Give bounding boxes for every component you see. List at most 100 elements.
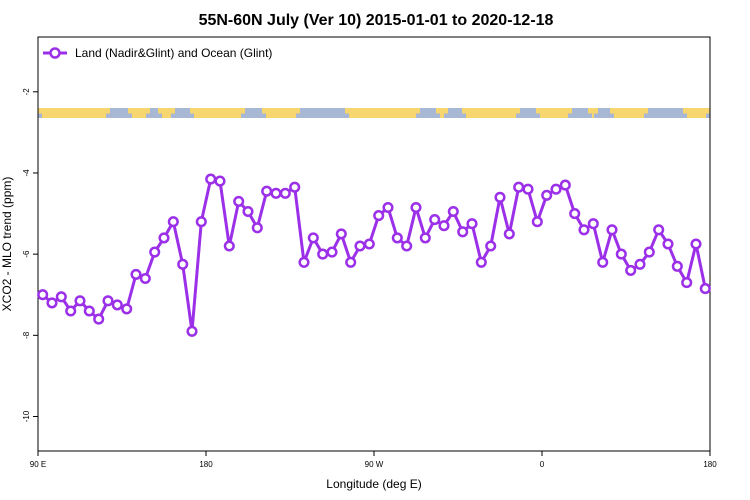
- data-point: [671, 260, 683, 272]
- data-point: [55, 291, 67, 303]
- data-point: [550, 183, 562, 195]
- data-point: [541, 189, 553, 201]
- map-land-segment: [592, 113, 594, 118]
- data-point: [587, 218, 599, 230]
- data-point: [37, 289, 49, 301]
- map-land-segment: [266, 113, 296, 118]
- data-point: [457, 226, 469, 238]
- data-point: [625, 264, 637, 276]
- data-point: [494, 191, 506, 203]
- map-land-segment: [462, 108, 520, 114]
- y-tick-label: -2: [22, 88, 31, 96]
- data-point: [606, 224, 618, 236]
- data-point: [307, 232, 319, 244]
- legend-marker-swatch: [49, 47, 61, 59]
- data-point: [382, 201, 394, 214]
- data-point: [522, 183, 534, 195]
- x-tick-label: 180: [199, 460, 213, 469]
- data-point: [233, 195, 245, 207]
- x-axis: 90 E 180 90 W 0 180: [30, 451, 717, 469]
- legend: Land (Nadir&Glint) and Ocean (Glint): [43, 46, 272, 60]
- series-layer: [37, 173, 711, 337]
- x-tick-label: 180: [703, 460, 717, 469]
- data-point: [121, 303, 133, 315]
- legend-entry-label: Land (Nadir&Glint) and Ocean (Glint): [75, 46, 272, 60]
- map-land-segment: [194, 113, 241, 118]
- land-ocean-map-strip: [38, 108, 710, 118]
- data-point: [279, 187, 291, 199]
- data-point: [503, 228, 515, 240]
- y-tick-label: -6: [22, 250, 31, 258]
- data-point: [513, 181, 525, 193]
- map-land-segment: [349, 113, 416, 118]
- data-point: [354, 240, 366, 252]
- data-point: [690, 238, 702, 250]
- data-point: [410, 201, 422, 214]
- map-land-segment: [345, 108, 420, 114]
- data-point: [74, 295, 86, 307]
- data-point: [139, 272, 151, 285]
- y-tick-label: -10: [22, 410, 31, 422]
- data-point: [195, 216, 207, 228]
- data-point: [102, 295, 114, 307]
- data-point: [559, 179, 571, 191]
- data-point: [345, 256, 357, 268]
- data-point: [419, 232, 431, 244]
- data-point: [46, 297, 58, 309]
- data-point: [475, 256, 487, 268]
- map-land-segment: [536, 108, 572, 114]
- x-tick-label: 0: [540, 460, 545, 469]
- map-land-segment: [683, 108, 710, 114]
- data-point: [681, 277, 693, 289]
- data-point: [130, 268, 142, 280]
- data-point: [699, 283, 711, 295]
- data-point: [438, 220, 450, 232]
- x-tick-label: 90 W: [365, 460, 384, 469]
- data-point: [391, 232, 403, 244]
- y-axis: -2 -4 -6 -8 -10: [22, 88, 38, 422]
- chart-title: 55N-60N July (Ver 10) 2015-01-01 to 2020…: [199, 12, 554, 29]
- data-point: [335, 228, 347, 240]
- data-point: [326, 246, 338, 258]
- data-point: [531, 216, 543, 228]
- map-land-segment: [38, 108, 110, 114]
- y-axis-label: XCO2 - MLO trend (ppm): [0, 177, 14, 312]
- map-land-segment: [190, 108, 245, 114]
- data-point: [615, 248, 627, 260]
- data-point: [662, 238, 674, 250]
- data-point: [597, 256, 609, 268]
- data-point: [65, 305, 77, 317]
- data-point: [158, 232, 170, 244]
- data-point: [186, 325, 198, 337]
- y-tick-label: -8: [22, 331, 31, 339]
- data-point: [251, 222, 263, 234]
- data-point: [111, 299, 123, 311]
- data-point: [429, 214, 441, 226]
- data-point: [270, 187, 282, 199]
- y-tick-label: -4: [22, 169, 31, 177]
- data-point: [485, 240, 497, 252]
- data-point: [634, 258, 646, 270]
- x-tick-label: 90 E: [30, 460, 46, 469]
- data-point: [578, 224, 590, 236]
- data-point: [447, 205, 459, 218]
- data-point: [298, 256, 310, 268]
- data-point: [653, 224, 665, 236]
- data-point: [261, 185, 273, 197]
- map-land-segment: [162, 113, 171, 118]
- map-land-segment: [436, 108, 448, 114]
- x-axis-label: Longitude (deg E): [326, 477, 421, 491]
- map-land-segment: [588, 108, 598, 114]
- map-land-segment: [614, 113, 644, 118]
- map-land-segment: [466, 113, 516, 118]
- data-point: [289, 181, 301, 193]
- data-point: [317, 248, 329, 260]
- data-point: [466, 218, 478, 230]
- map-land-segment: [540, 113, 568, 118]
- data-point: [83, 305, 95, 317]
- data-point: [223, 240, 235, 252]
- data-point: [569, 208, 581, 220]
- map-land-segment: [132, 113, 146, 118]
- data-point: [363, 238, 375, 250]
